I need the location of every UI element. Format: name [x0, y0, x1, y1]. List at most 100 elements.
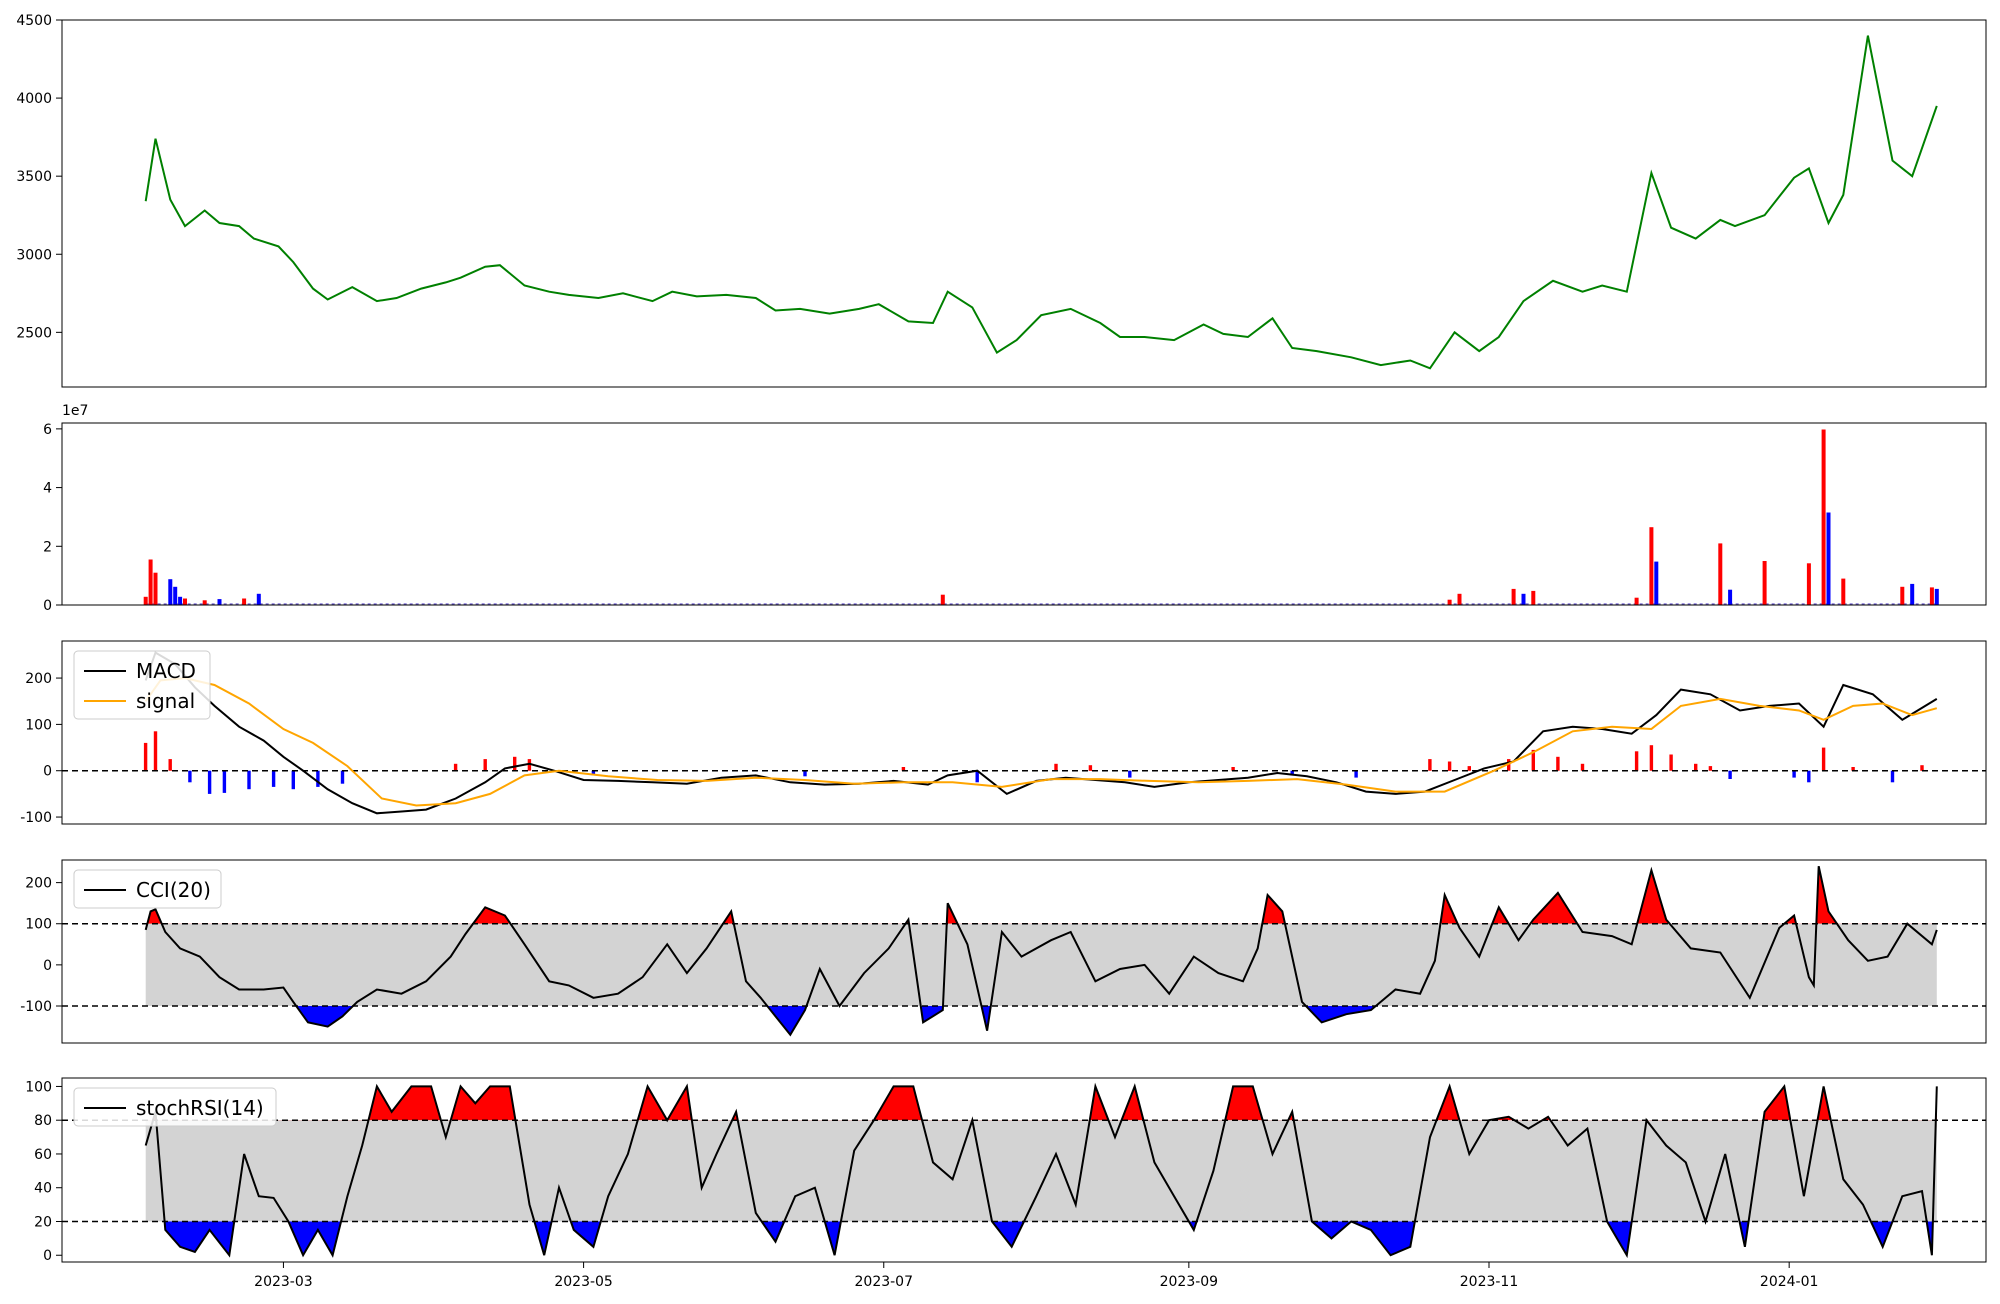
price-line	[144, 35, 1938, 370]
cci-oversold-fill	[145, 1005, 1937, 1035]
macd-histogram-bar	[168, 759, 172, 771]
macd-histogram-bar	[247, 770, 251, 790]
y-tick-label: 0	[43, 598, 52, 614]
macd-histogram-bar	[1669, 754, 1673, 771]
volume-bar	[1447, 599, 1452, 605]
x-tick-label: 2023-05	[554, 1274, 613, 1290]
volume-bar	[1900, 586, 1905, 605]
macd-histogram-bar	[1290, 770, 1294, 776]
volume-bar	[1511, 588, 1516, 605]
macd-histogram-bar	[1708, 766, 1713, 771]
macd-histogram-bar	[513, 756, 517, 771]
macd-histogram-bar	[1354, 770, 1358, 778]
y-tick-label: 80	[34, 1113, 52, 1129]
stochrsi-oversold-fill	[145, 1221, 1937, 1256]
macd-histogram-bar	[1428, 759, 1432, 771]
stochrsi-line	[144, 1082, 1938, 1259]
stochrsi-overbought-fill	[145, 1086, 1937, 1121]
macd-panel: -100 0 100 200 MACD signal	[20, 640, 1987, 826]
signal-line	[144, 677, 1938, 807]
macd-histogram-bar	[1507, 759, 1511, 771]
volume-bar	[1457, 593, 1462, 605]
panel-frame	[61, 422, 1987, 606]
macd-histogram-bar	[1088, 765, 1093, 771]
y-tick-label: -100	[20, 999, 52, 1015]
macd-histogram-bar	[340, 770, 345, 784]
macd-histogram-bar	[316, 770, 320, 787]
macd-histogram-bar	[1807, 770, 1811, 783]
volume-bar	[1634, 597, 1639, 605]
volume-bar	[178, 596, 183, 605]
volume-bar	[1910, 583, 1915, 605]
panel-frame	[61, 859, 1987, 1044]
macd-histogram-bar	[901, 767, 906, 771]
y-tick-label: 4	[43, 481, 52, 497]
y-tick-label: 2	[43, 539, 52, 555]
macd-histogram-bar	[1467, 766, 1471, 771]
volume-bar	[143, 596, 148, 605]
macd-histogram-bar	[291, 770, 295, 790]
legend-label: stochRSI(14)	[136, 1096, 264, 1120]
y-tick-label: 20	[34, 1214, 52, 1230]
y-tick-label: 200	[25, 876, 52, 892]
y-tick-label: 2500	[16, 325, 52, 341]
y-tick-label: 4000	[16, 91, 52, 107]
macd-histogram-bar	[1580, 763, 1585, 771]
macd-histogram-bar	[1447, 761, 1452, 771]
macd-histogram-bar	[975, 770, 979, 783]
macd-histogram-bar	[1231, 767, 1235, 771]
macd-histogram-bar	[1694, 763, 1698, 771]
volume-bar	[940, 594, 945, 605]
volume-bar	[1521, 593, 1526, 605]
volume-bar	[202, 600, 207, 605]
legend-box	[73, 1087, 277, 1127]
panel-frame	[61, 640, 1987, 825]
cci-panel: -100 0 100 200 CCI(20)	[20, 859, 1987, 1044]
x-tick-label: 2024-01	[1760, 1274, 1819, 1290]
cci-band	[145, 923, 1937, 1006]
y-tick-label: 4500	[16, 13, 52, 29]
x-tick-label: 2023-11	[1460, 1274, 1519, 1290]
y-tick-label: 100	[25, 917, 52, 933]
macd-histogram-bar	[1556, 756, 1560, 771]
volume-panel: 0 2 4 6 1e7	[43, 403, 1987, 614]
macd-histogram-bar	[1531, 749, 1535, 771]
volume-bar	[1806, 563, 1811, 605]
x-tick-label: 2023-03	[254, 1274, 313, 1290]
macd-histogram-bar	[527, 759, 532, 771]
y-tick-label: -100	[20, 810, 52, 826]
stochrsi-panel: 0 20 40 60 80 100 stochRSI(14) 2023-03 2023-05 20…	[25, 1077, 1987, 1290]
volume-bar	[1826, 512, 1831, 605]
volume-bar	[1728, 589, 1733, 605]
panel-frame	[61, 1077, 1987, 1263]
y-tick-label: 100	[25, 1079, 52, 1095]
macd-histogram-bar	[1649, 745, 1654, 771]
y-tick-label: 40	[34, 1181, 52, 1197]
y-tick-label: 3500	[16, 169, 52, 185]
macd-line	[144, 651, 1938, 815]
macd-histogram-bar	[803, 770, 807, 777]
volume-bar	[1718, 543, 1723, 605]
macd-histogram-bar	[1821, 747, 1826, 771]
volume-bar	[1654, 561, 1659, 605]
volume-bar	[256, 593, 261, 605]
legend-box	[73, 869, 222, 909]
macd-histogram-bar	[153, 731, 158, 771]
volume-bar	[148, 559, 153, 605]
y-tick-label: 0	[43, 1248, 52, 1264]
macd-histogram-bar	[1634, 751, 1639, 771]
volume-bar	[183, 598, 187, 605]
y-tick-label: 200	[25, 671, 52, 687]
volume-bar	[1531, 590, 1536, 605]
macd-histogram-bar	[1890, 770, 1895, 783]
y-tick-label: 0	[43, 958, 52, 974]
macd-histogram-bar	[1128, 770, 1132, 778]
legend-label: MACD	[136, 659, 196, 683]
macd-histogram-bar	[143, 742, 148, 771]
volume-bar	[1762, 561, 1767, 605]
volume-bar	[1841, 578, 1846, 605]
macd-histogram-bar	[453, 763, 458, 771]
y-tick-label: 100	[25, 717, 52, 733]
